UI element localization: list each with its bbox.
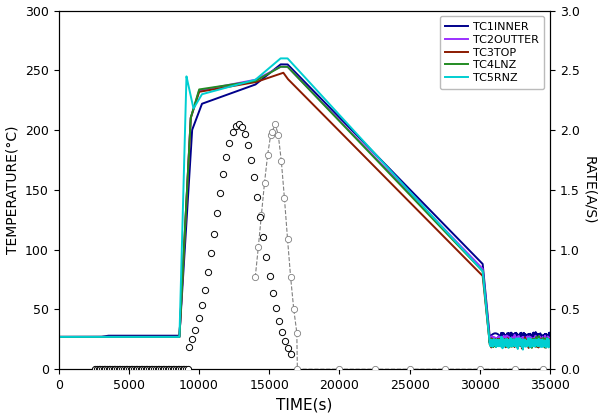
Y-axis label: RATE(A/S): RATE(A/S) — [583, 155, 597, 224]
TC4LNZ — [241, 80, 248, 85]
TC5RNZ — [520, 347, 527, 352]
TC2OUTTER — [277, 64, 284, 69]
TC2OUTTER — [293, 74, 300, 79]
TC4LNZ — [184, 180, 191, 185]
TC4LNZ — [81, 334, 88, 339]
TC5RNZ — [388, 169, 395, 174]
TC5RNZ — [293, 66, 300, 71]
TC1INNER — [250, 83, 258, 88]
Line: TC2OUTTER: TC2OUTTER — [59, 67, 550, 346]
TC3TOP — [293, 85, 300, 90]
TC3TOP — [388, 181, 395, 186]
X-axis label: TIME(s): TIME(s) — [276, 398, 332, 413]
TC1INNER — [184, 204, 191, 209]
TC4LNZ — [277, 64, 284, 69]
TC3TOP — [81, 334, 88, 339]
TC4LNZ — [55, 334, 63, 339]
TC2OUTTER — [241, 79, 248, 84]
Y-axis label: TEMPERATURE(°C): TEMPERATURE(°C) — [5, 126, 19, 254]
TC3TOP — [518, 346, 526, 351]
TC2OUTTER — [81, 334, 88, 339]
TC4LNZ — [547, 339, 554, 344]
TC1INNER — [539, 340, 546, 345]
TC2OUTTER — [250, 78, 258, 83]
Line: TC3TOP: TC3TOP — [59, 73, 550, 349]
TC3TOP — [241, 82, 248, 87]
Line: TC1INNER: TC1INNER — [59, 64, 550, 342]
TC3TOP — [250, 80, 258, 85]
TC3TOP — [547, 342, 554, 347]
TC1INNER — [241, 86, 248, 91]
TC2OUTTER — [547, 338, 554, 343]
TC3TOP — [55, 334, 63, 339]
TC1INNER — [547, 332, 554, 337]
Line: TC5RNZ: TC5RNZ — [59, 59, 550, 349]
TC5RNZ — [241, 80, 248, 85]
TC5RNZ — [250, 78, 258, 83]
TC5RNZ — [547, 342, 554, 347]
TC3TOP — [280, 70, 287, 75]
TC4LNZ — [250, 79, 258, 84]
TC4LNZ — [388, 173, 395, 178]
TC2OUTTER — [539, 343, 546, 348]
TC1INNER — [55, 334, 63, 339]
Legend: TC1INNER, TC2OUTTER, TC3TOP, TC4LNZ, TC5RNZ: TC1INNER, TC2OUTTER, TC3TOP, TC4LNZ, TC5… — [439, 16, 544, 89]
TC1INNER — [388, 168, 395, 173]
TC4LNZ — [529, 345, 536, 350]
TC5RNZ — [184, 78, 191, 83]
TC1INNER — [277, 62, 284, 67]
TC5RNZ — [277, 56, 284, 61]
TC5RNZ — [81, 334, 88, 339]
TC1INNER — [81, 334, 88, 339]
TC3TOP — [184, 180, 191, 185]
TC2OUTTER — [55, 334, 63, 339]
TC2OUTTER — [184, 180, 191, 185]
TC1INNER — [293, 71, 300, 76]
TC2OUTTER — [388, 171, 395, 176]
TC4LNZ — [293, 74, 300, 79]
TC5RNZ — [55, 334, 63, 339]
Line: TC4LNZ: TC4LNZ — [59, 67, 550, 348]
